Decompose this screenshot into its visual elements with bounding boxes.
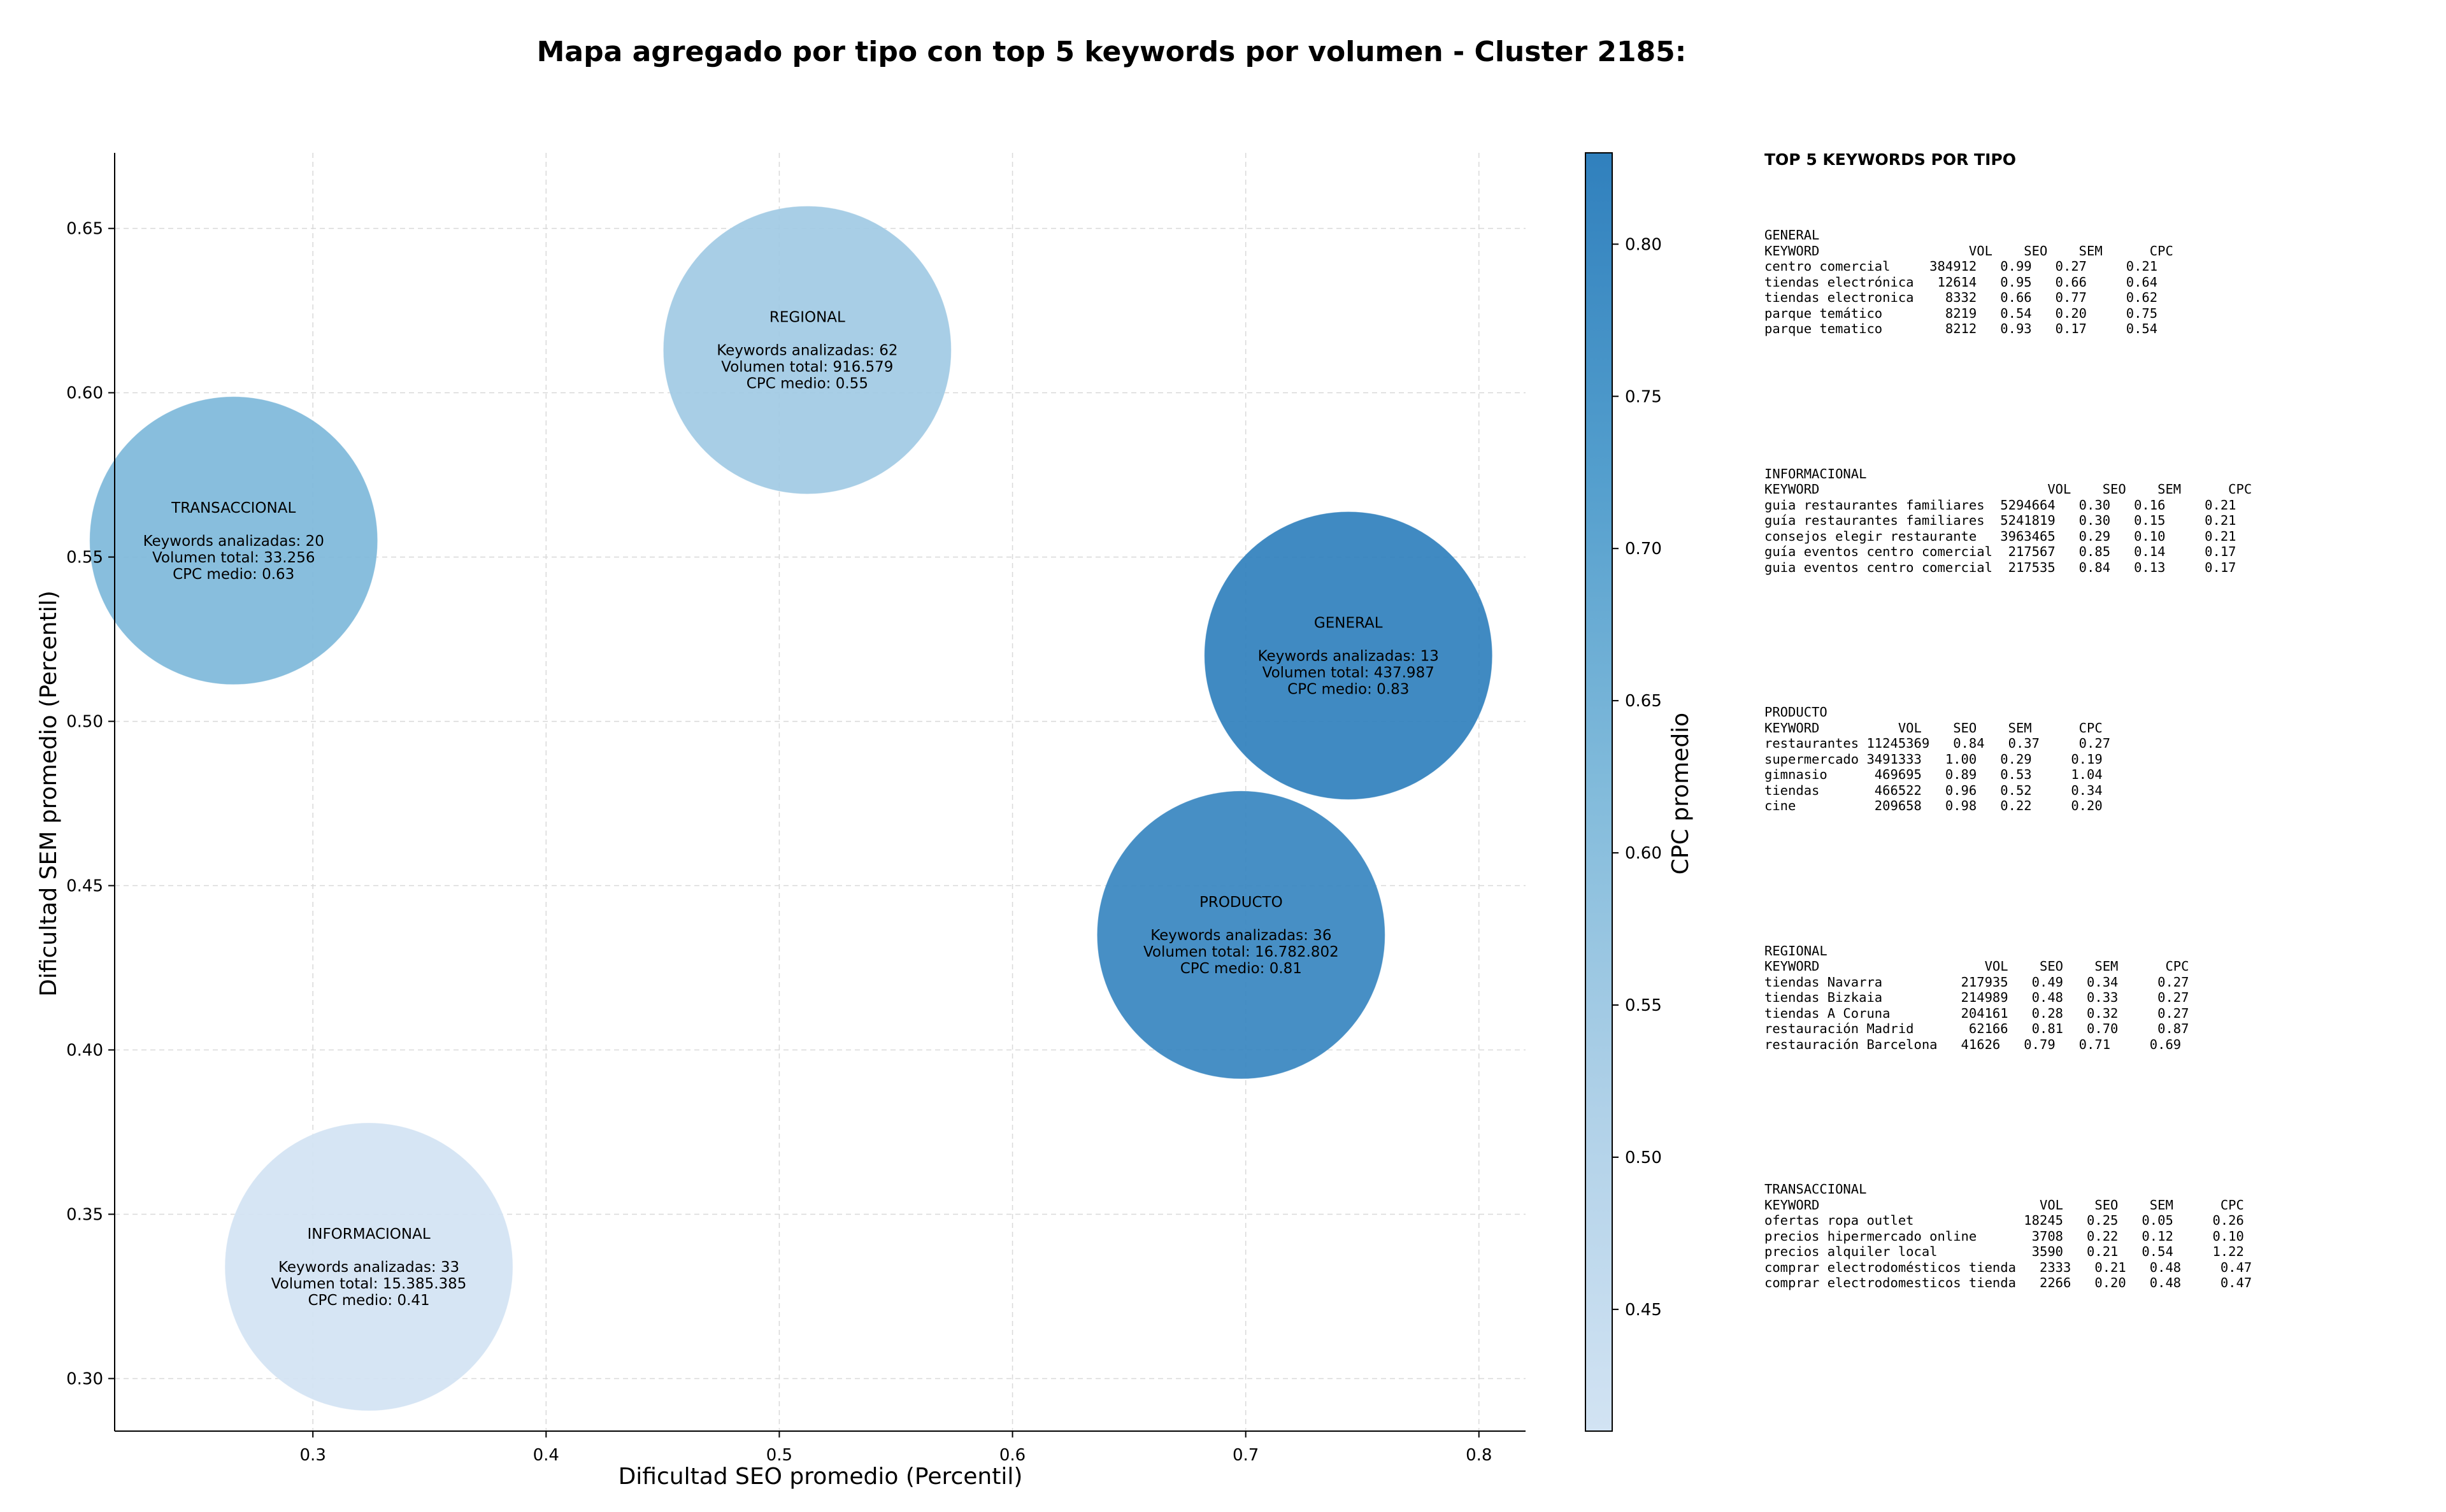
colorbar-tick-label: 0.55 bbox=[1625, 996, 1662, 1015]
keywords-regional-table: REGIONAL KEYWORD VOL SEO SEM CPC tiendas… bbox=[1764, 943, 2189, 1052]
y-tick-label: 0.60 bbox=[66, 384, 103, 403]
keywords-regional: REGIONAL KEYWORD VOL SEO SEM CPC tiendas… bbox=[1764, 943, 2427, 1053]
y-axis-label: Dificultad SEM promedio (Percentil) bbox=[36, 590, 62, 997]
bubble-transaccional: TRANSACCIONAL Keywords analizadas: 20Volu… bbox=[89, 396, 378, 685]
bubble-circle bbox=[224, 1122, 513, 1411]
x-tick-label: 0.5 bbox=[766, 1446, 792, 1465]
bubble-name-label: PRODUCTO bbox=[1199, 894, 1283, 911]
bubble-stat-label: Volumen total: 437.987 bbox=[1262, 664, 1434, 681]
bubble-stat-label: Keywords analizadas: 33 bbox=[278, 1259, 459, 1276]
x-tick-label: 0.6 bbox=[999, 1446, 1026, 1465]
bubble-stat-label: CPC medio: 0.41 bbox=[308, 1292, 429, 1309]
bubble-stat-label: CPC medio: 0.55 bbox=[747, 376, 868, 392]
keywords-informacional-table: INFORMACIONAL KEYWORD VOL SEO SEM CPC gu… bbox=[1764, 466, 2252, 575]
bubble-informacional: INFORMACIONAL Keywords analizadas: 33Volu… bbox=[224, 1122, 513, 1411]
bubble-stat-label: Volumen total: 16.782.802 bbox=[1143, 944, 1339, 960]
keywords-producto: PRODUCTO KEYWORD VOL SEO SEM CPC restaur… bbox=[1764, 704, 2427, 814]
x-axis-label: Dificultad SEO promedio (Percentil) bbox=[619, 1464, 1023, 1490]
x-tick-label: 0.3 bbox=[300, 1446, 326, 1465]
colorbar: 0.45 0.50 0.55 0.60 0.65 0.70 0.75 0.80 CPC pro… bbox=[1585, 152, 1694, 1432]
bubble-stat-label: CPC medio: 0.81 bbox=[1180, 960, 1302, 977]
colorbar-label: CPC promedio bbox=[1668, 713, 1694, 874]
bubble-name-label: REGIONAL bbox=[769, 310, 845, 326]
bubble-stat-label: CPC medio: 0.63 bbox=[173, 566, 294, 583]
keywords-general-table: GENERAL KEYWORD VOL SEO SEM CPC centro c… bbox=[1764, 227, 2173, 336]
colorbar-tick-label: 0.60 bbox=[1625, 844, 1662, 863]
x-tick-label: 0.7 bbox=[1233, 1446, 1259, 1465]
bubble-circle bbox=[662, 206, 952, 495]
y-tick-label: 0.65 bbox=[66, 220, 103, 239]
bubble-stat-label: Keywords analizadas: 20 bbox=[143, 533, 324, 550]
colorbar-fill bbox=[1585, 152, 1613, 1432]
y-tick-label: 0.40 bbox=[66, 1041, 103, 1060]
bubble-circle bbox=[89, 396, 378, 685]
y-tick-label: 0.35 bbox=[66, 1205, 103, 1224]
bubble-stat-label: Volumen total: 15.385.385 bbox=[271, 1276, 467, 1292]
x-tick-label: 0.8 bbox=[1466, 1446, 1492, 1465]
colorbar-tick-label: 0.50 bbox=[1625, 1148, 1662, 1167]
x-ticks: 0.3 0.4 0.5 0.6 0.7 0.8 bbox=[300, 1431, 1492, 1465]
bubble-name-label: TRANSACCIONAL bbox=[171, 500, 296, 517]
bubble-stat-label: Volumen total: 33.256 bbox=[152, 550, 315, 566]
colorbar-tick-label: 0.70 bbox=[1625, 539, 1662, 559]
colorbar-tick-label: 0.45 bbox=[1625, 1301, 1662, 1320]
bubble-stat-label: CPC medio: 0.83 bbox=[1287, 681, 1409, 697]
bubble-name-label: INFORMACIONAL bbox=[307, 1226, 430, 1243]
bubble-stat-label: Volumen total: 916.579 bbox=[721, 359, 893, 376]
keywords-general: GENERAL KEYWORD VOL SEO SEM CPC centro c… bbox=[1764, 227, 2427, 337]
y-tick-label: 0.30 bbox=[66, 1369, 103, 1388]
y-tick-label: 0.55 bbox=[66, 548, 103, 567]
panel-title: TOP 5 KEYWORDS POR TIPO bbox=[1764, 150, 2016, 169]
keywords-transaccional: TRANSACCIONAL KEYWORD VOL SEO SEM CPC of… bbox=[1764, 1181, 2427, 1291]
keywords-transaccional-table: TRANSACCIONAL KEYWORD VOL SEO SEM CPC of… bbox=[1764, 1181, 2252, 1290]
bubble-name-label: GENERAL bbox=[1314, 615, 1383, 631]
axes bbox=[114, 153, 1526, 1432]
bubble-stat-label: Keywords analizadas: 36 bbox=[1150, 927, 1331, 944]
colorbar-tick-label: 0.75 bbox=[1625, 387, 1662, 406]
bubble-stat-label: Keywords analizadas: 13 bbox=[1258, 648, 1439, 664]
top-keywords-panel: TOP 5 KEYWORDS POR TIPO GENERAL KEYWORD … bbox=[1764, 150, 2427, 1291]
chart-title: Mapa agregado por tipo con top 5 keyword… bbox=[537, 36, 1687, 68]
y-ticks: 0.30 0.35 0.40 0.45 0.50 0.55 0.60 0.65 bbox=[66, 220, 115, 1388]
colorbar-tick-label: 0.80 bbox=[1625, 235, 1662, 254]
keywords-producto-table: PRODUCTO KEYWORD VOL SEO SEM CPC restaur… bbox=[1764, 704, 2111, 813]
colorbar-ticks: 0.45 0.50 0.55 0.60 0.65 0.70 0.75 0.80 bbox=[1612, 235, 1662, 1320]
bubble-stat-label: Keywords analizadas: 62 bbox=[717, 343, 898, 359]
y-tick-label: 0.45 bbox=[66, 877, 103, 896]
x-tick-label: 0.4 bbox=[533, 1446, 559, 1465]
colorbar-tick-label: 0.65 bbox=[1625, 692, 1662, 711]
bubble-circle bbox=[1204, 511, 1493, 800]
keywords-informacional: INFORMACIONAL KEYWORD VOL SEO SEM CPC gu… bbox=[1764, 466, 2427, 576]
y-tick-label: 0.50 bbox=[66, 713, 103, 732]
bubble-circle bbox=[1096, 790, 1385, 1080]
